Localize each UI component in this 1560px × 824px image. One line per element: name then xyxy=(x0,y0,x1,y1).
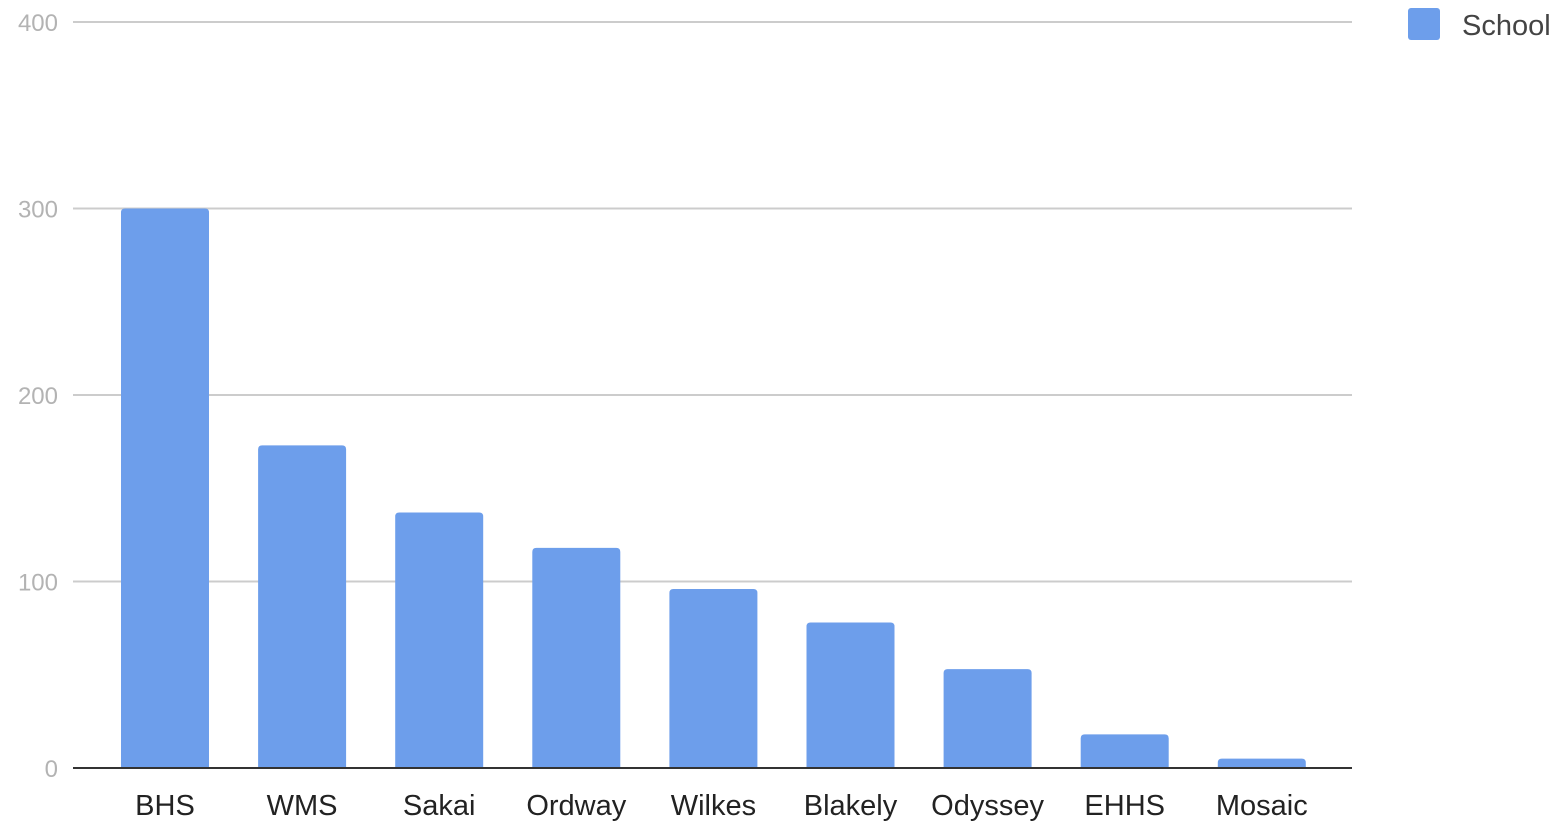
x-tick-label-wilkes: Wilkes xyxy=(671,790,756,822)
x-tick-label-bhs: BHS xyxy=(135,790,195,822)
x-tick-label-mosaic: Mosaic xyxy=(1216,790,1308,822)
bar-ehhs xyxy=(1081,734,1169,768)
legend-swatch-school xyxy=(1408,8,1440,40)
x-tick-label-sakai: Sakai xyxy=(403,790,476,822)
bar-blakely xyxy=(807,623,895,768)
y-axis-ticks: 0 100 200 300 400 xyxy=(18,10,58,783)
legend-label-school: School xyxy=(1462,10,1551,42)
bar-series xyxy=(121,209,1306,769)
bar-sakai xyxy=(395,512,483,768)
legend: School xyxy=(1408,8,1551,42)
x-tick-label-wms: WMS xyxy=(267,790,338,822)
y-tick-label-400: 400 xyxy=(18,10,58,37)
y-tick-label-300: 300 xyxy=(18,197,58,224)
y-tick-label-100: 100 xyxy=(18,570,58,597)
bar-mosaic xyxy=(1218,759,1306,768)
y-tick-label-200: 200 xyxy=(18,383,58,410)
bar-odyssey xyxy=(944,669,1032,768)
x-axis-ticks: BHS WMS Sakai Ordway Wilkes Blakely Odyssey EHH… xyxy=(135,790,1308,822)
bar-bhs xyxy=(121,209,209,769)
x-tick-label-ordway: Ordway xyxy=(526,790,626,822)
bar-ordway xyxy=(532,548,620,768)
x-tick-label-ehhs: EHHS xyxy=(1084,790,1165,822)
x-tick-label-odyssey: Odyssey xyxy=(931,790,1044,822)
y-tick-label-0: 0 xyxy=(45,756,58,783)
x-tick-label-blakely: Blakely xyxy=(804,790,898,822)
bar-wms xyxy=(258,445,346,768)
bar-wilkes xyxy=(669,589,757,768)
